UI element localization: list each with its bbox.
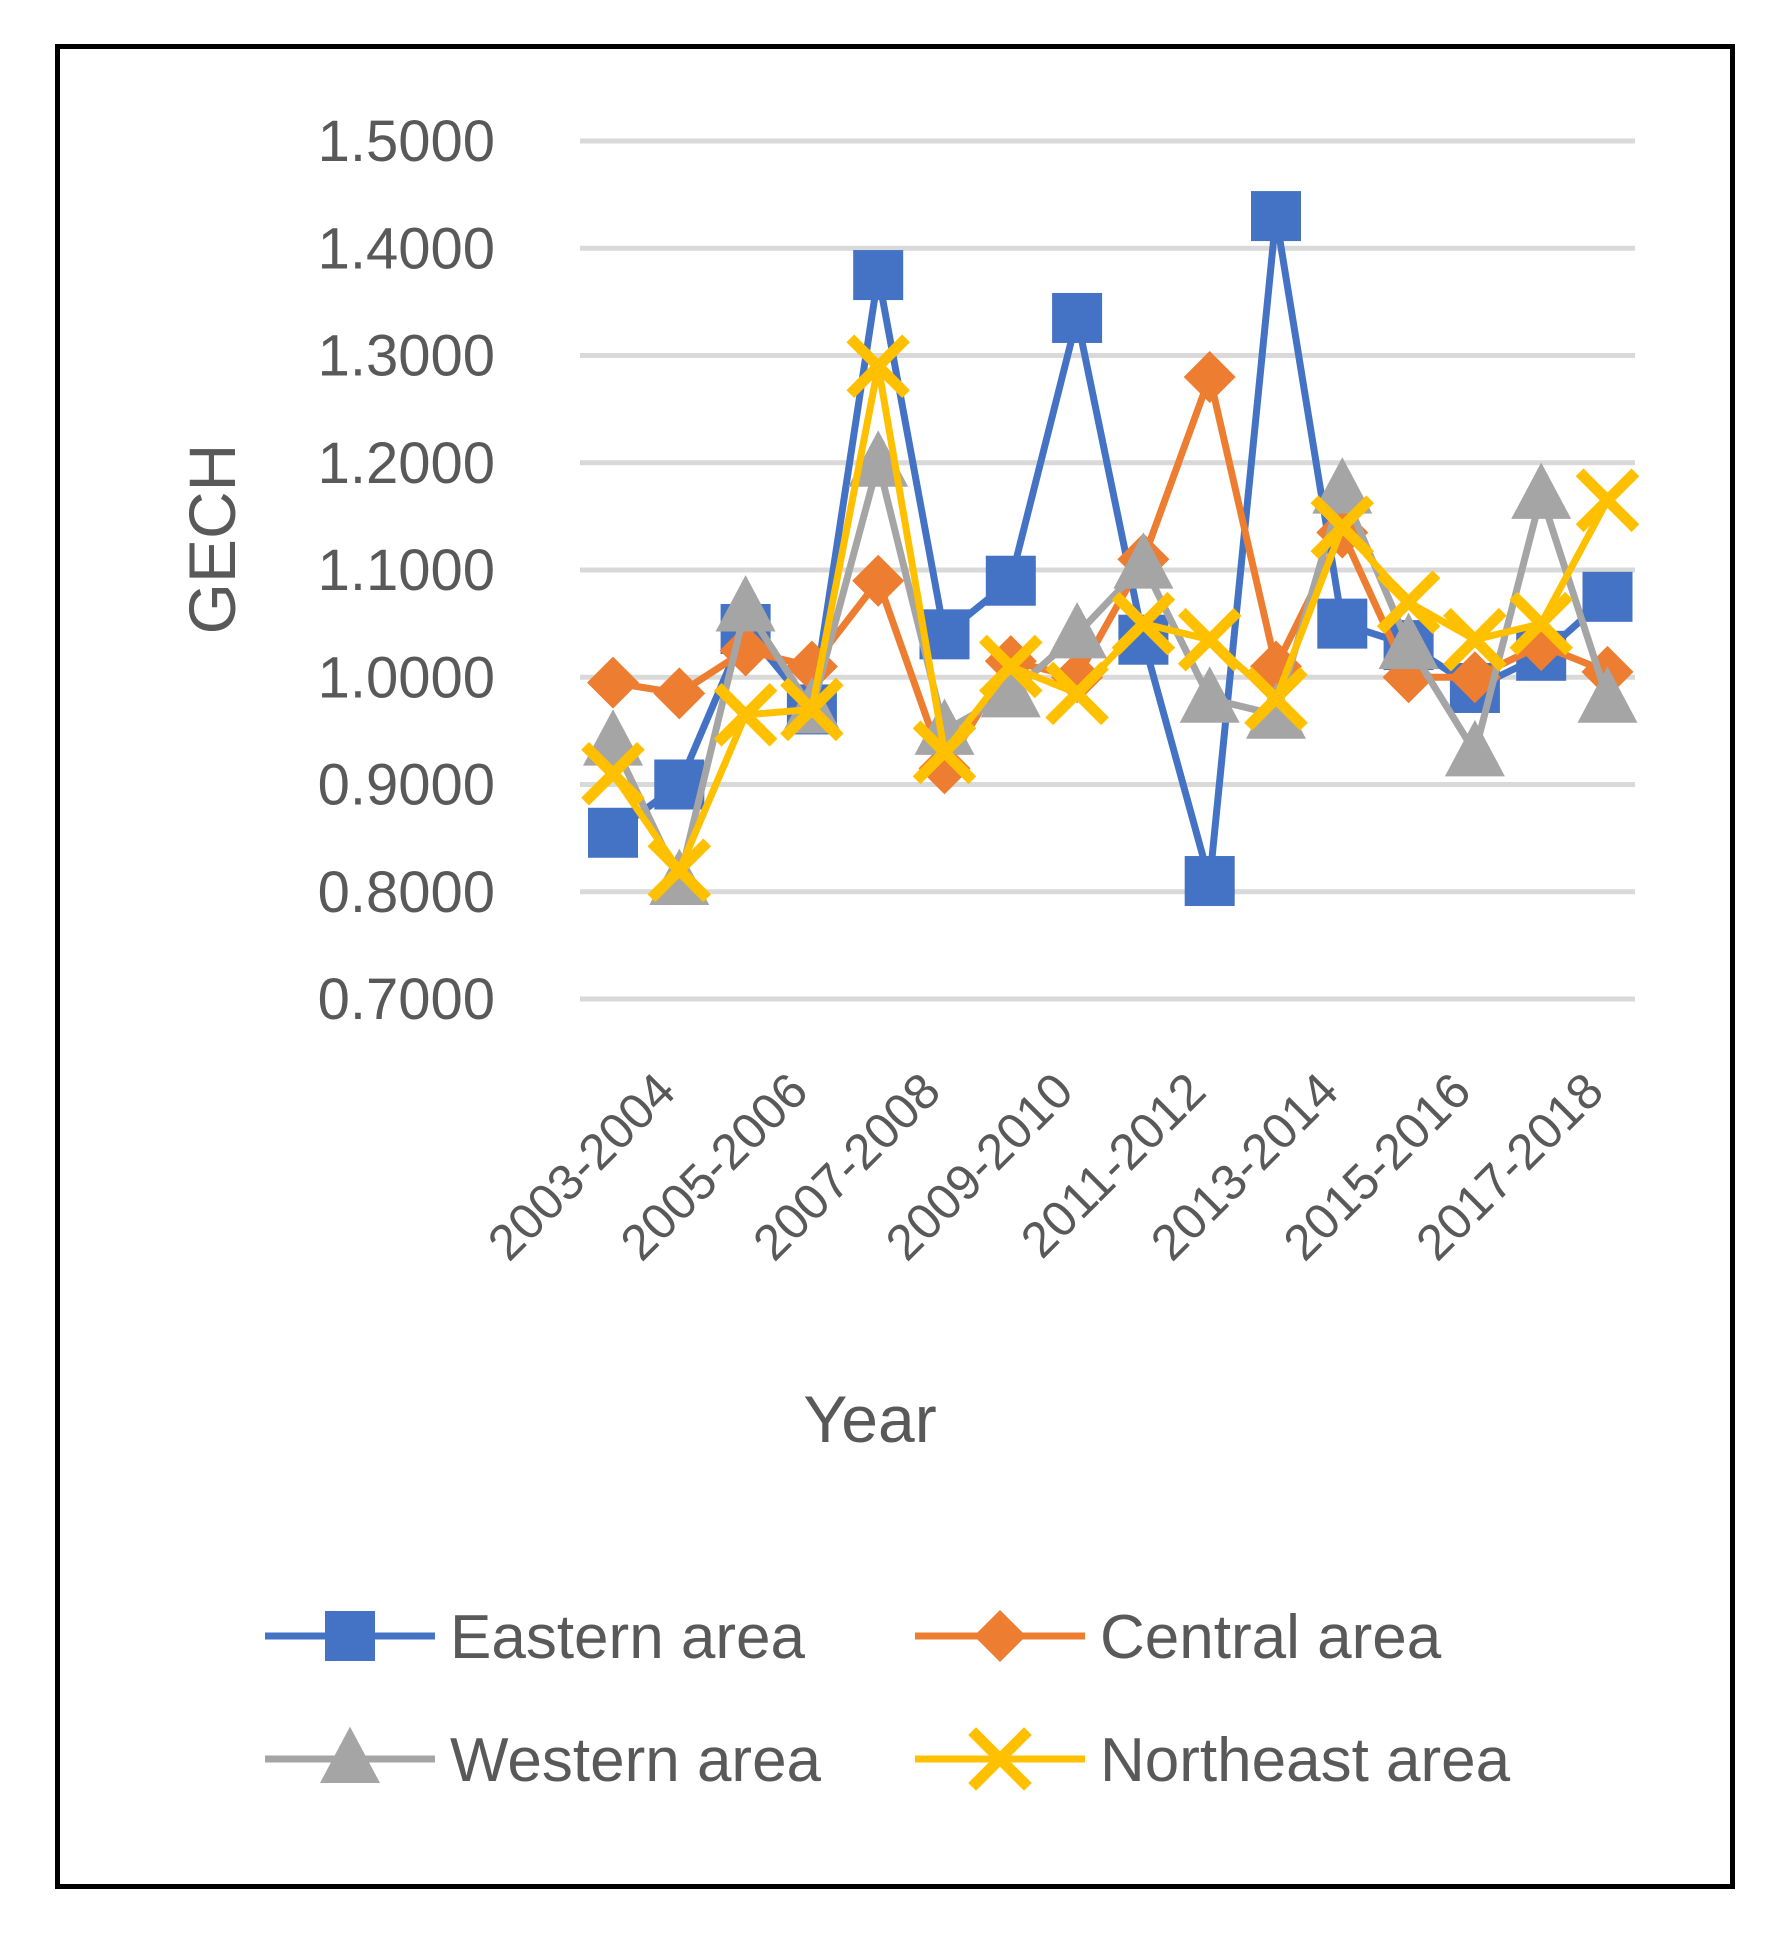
data-point-marker: [647, 838, 712, 903]
y-axis-title: GECH: [175, 444, 249, 635]
data-point-marker: [1577, 666, 1638, 723]
data-point-marker: [1582, 571, 1633, 622]
data-point-marker: [1111, 591, 1176, 656]
chart-frame: 0.7000 0.8000 0.9000 1.0000 1.1000 1.2000 1.30…: [55, 44, 1735, 1889]
y-tick-label: 0.8000: [318, 860, 495, 925]
data-point-marker: [968, 1727, 1032, 1791]
data-point-marker: [1045, 661, 1109, 726]
data-point-marker: [985, 555, 1036, 606]
x-axis-title: Year: [803, 1382, 936, 1456]
data-point-marker: [974, 1610, 1026, 1662]
data-point-marker: [1376, 570, 1441, 634]
data-point-marker: [1378, 612, 1439, 670]
legend-item: Western area: [265, 1726, 822, 1795]
series-northeast-area: [581, 334, 1640, 903]
series-line: [610, 362, 1611, 874]
data-point-marker: [653, 667, 706, 720]
data-point-marker: [918, 742, 971, 795]
legend-item: Central area: [915, 1603, 1442, 1672]
legend-item: Eastern area: [265, 1603, 806, 1672]
data-point-marker: [912, 720, 977, 785]
data-point-marker: [1509, 591, 1573, 656]
data-point-marker: [1444, 719, 1505, 777]
data-point-marker: [1244, 666, 1308, 731]
data-point-marker: [587, 656, 639, 709]
legend-label: Western area: [450, 1726, 822, 1795]
gridlines: [580, 138, 1635, 1002]
data-point-marker: [1317, 598, 1368, 649]
data-point-marker: [1312, 457, 1373, 514]
legend-label: Eastern area: [450, 1603, 806, 1672]
data-point-marker: [780, 677, 844, 742]
data-point-marker: [713, 683, 778, 747]
y-tick-label: 1.2000: [318, 431, 495, 496]
y-tick-label: 1.0000: [318, 645, 495, 710]
data-point-marker: [1310, 495, 1375, 559]
data-point-marker: [1511, 462, 1572, 519]
data-point-marker: [1052, 292, 1103, 343]
data-point-marker: [325, 1611, 375, 1661]
y-tick-label: 1.1000: [318, 538, 495, 603]
x-axis-ticks: 2003-20042005-20062007-20082009-20102011…: [477, 1062, 1614, 1271]
gech-line-chart: 0.7000 0.8000 0.9000 1.0000 1.1000 1.2000 1.30…: [175, 109, 1640, 1795]
data-point-marker: [1575, 468, 1640, 533]
data-point-marker: [853, 250, 904, 301]
data-point-marker: [846, 334, 910, 399]
data-point-marker: [1047, 601, 1108, 659]
series-line: [610, 212, 1610, 885]
data-point-marker: [1443, 607, 1507, 672]
data-point-marker: [1113, 532, 1174, 589]
y-tick-label: 1.3000: [318, 324, 495, 389]
data-point-marker: [852, 554, 905, 607]
y-tick-label: 0.7000: [318, 967, 495, 1032]
data-point-marker: [1251, 191, 1301, 242]
data-point-marker: [980, 660, 1041, 718]
data-point-marker: [320, 1726, 380, 1783]
data-point-marker: [979, 634, 1043, 699]
data-point-marker: [588, 807, 638, 858]
y-tick-label: 1.5000: [318, 109, 495, 174]
data-point-marker: [715, 575, 776, 632]
data-point-marker: [1246, 682, 1306, 739]
legend-label: Central area: [1100, 1603, 1442, 1672]
data-point-marker: [1183, 350, 1236, 403]
legend: Eastern area Central area Western area Nort…: [265, 1603, 1511, 1795]
data-point-marker: [1179, 666, 1240, 723]
series-lines: [581, 191, 1640, 907]
data-point-marker: [1177, 607, 1242, 672]
data-point-marker: [581, 741, 645, 806]
series-eastern-area: [588, 191, 1633, 907]
y-axis-ticks: 0.7000 0.8000 0.9000 1.0000 1.1000 1.2000 1.30…: [318, 109, 495, 1032]
legend-item: Northeast area: [915, 1726, 1511, 1795]
series-line: [609, 459, 1611, 885]
y-tick-label: 0.9000: [318, 753, 495, 818]
y-tick-label: 1.4000: [318, 216, 495, 281]
data-point-marker: [1184, 856, 1235, 907]
legend-label: Northeast area: [1100, 1726, 1511, 1795]
